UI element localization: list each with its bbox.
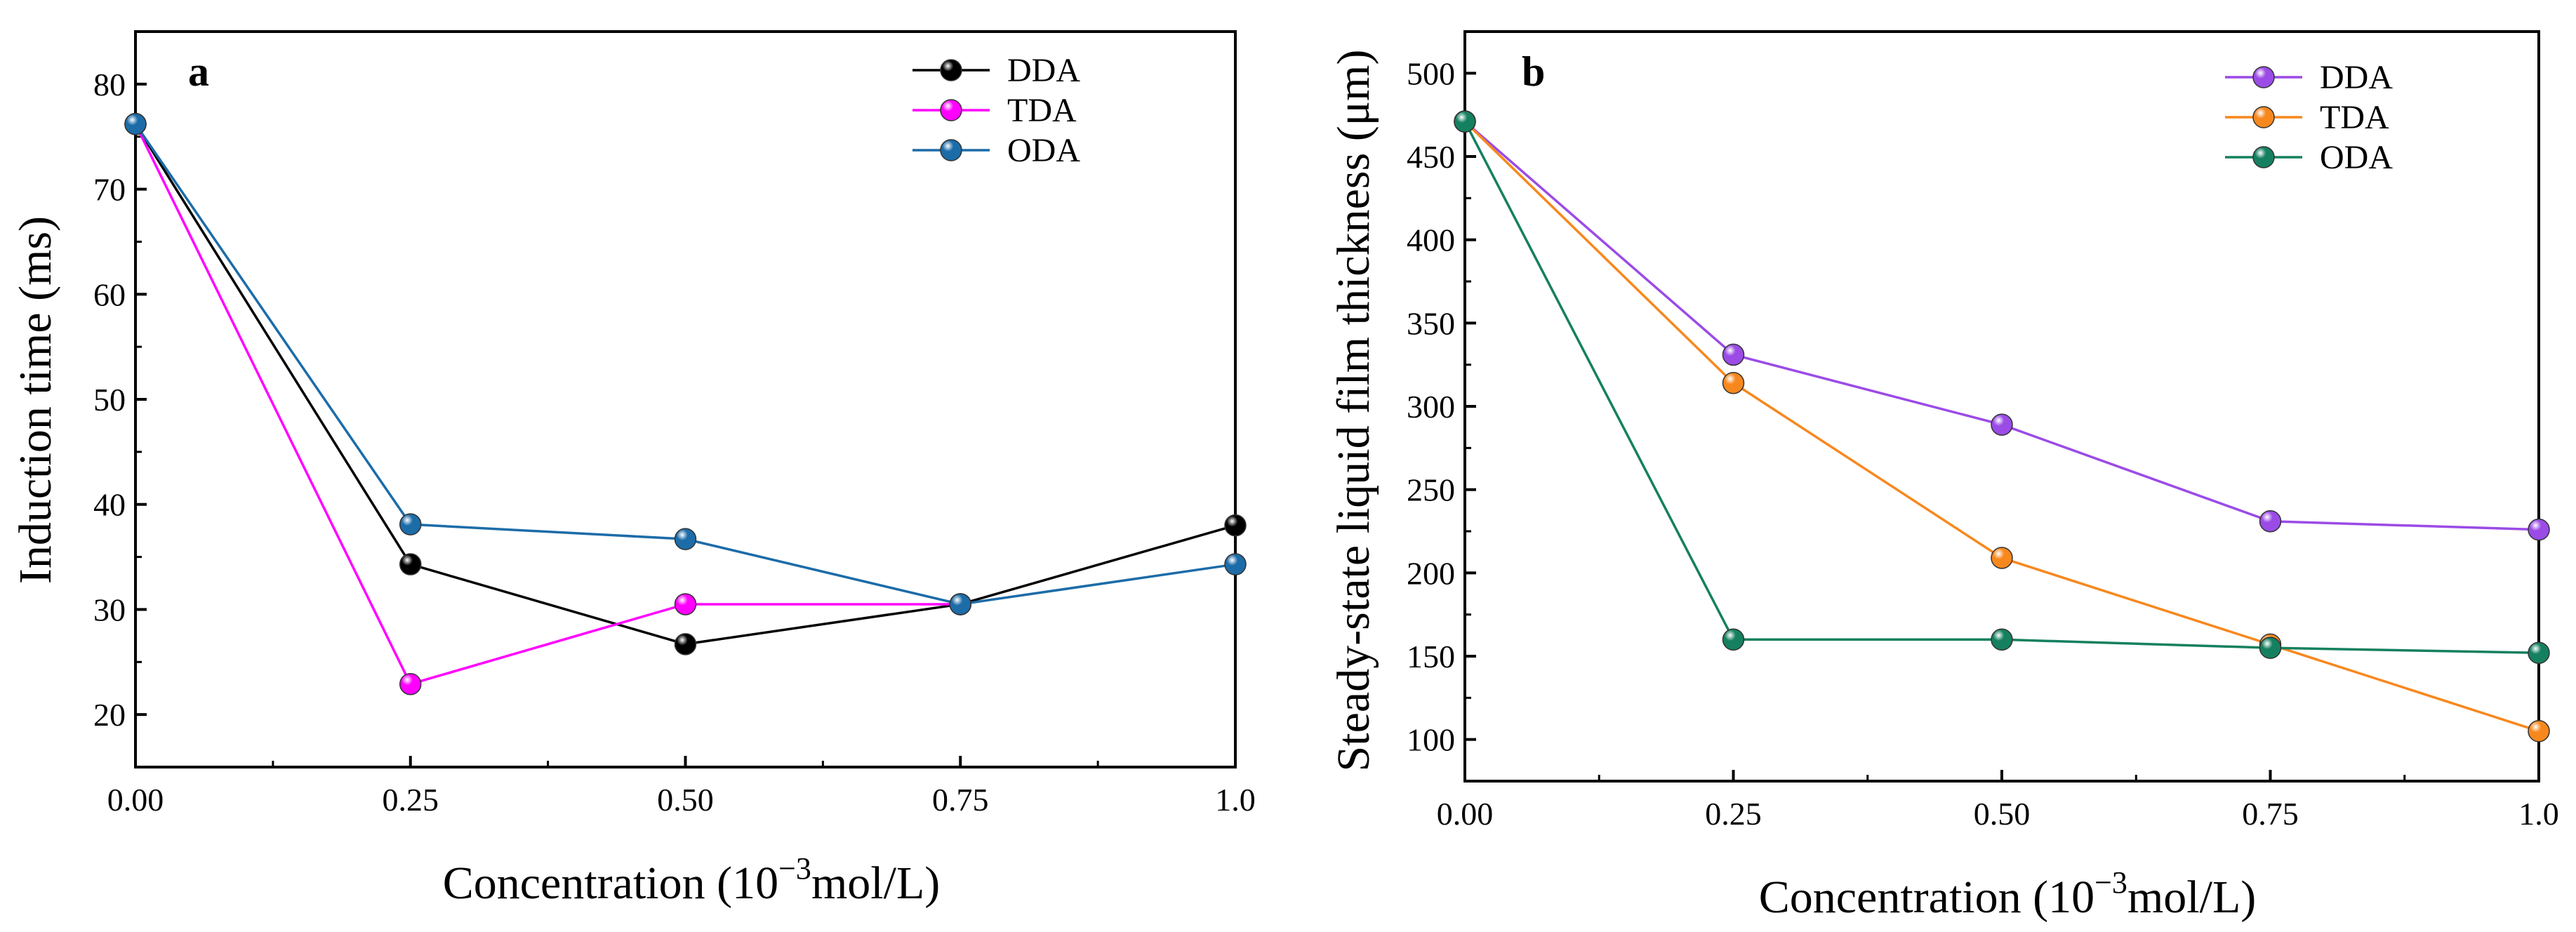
data-point-oda <box>399 513 422 535</box>
legend-label-oda: ODA <box>1007 132 1080 169</box>
x-tick-label: 0.75 <box>2242 796 2299 832</box>
legend-marker-tda <box>940 99 962 121</box>
x-tick-label: 0.50 <box>1974 796 2031 832</box>
y-tick-label: 100 <box>1407 722 1455 758</box>
x-tick-label: 0.75 <box>932 782 989 818</box>
data-point-oda <box>1224 553 1247 575</box>
data-point-oda <box>124 112 147 135</box>
y-tick-label: 30 <box>93 592 126 627</box>
legend-label-dda: DDA <box>2320 59 2393 96</box>
series-points <box>124 112 1247 695</box>
tick-labels: 0.00 0.25 0.50 0.75 1.0 100 150 200 250 300 350 400… <box>1407 55 2559 832</box>
legend-label-tda: TDA <box>2320 99 2389 136</box>
data-point-dda <box>1224 514 1247 537</box>
data-point-tda <box>2528 720 2550 743</box>
x-axis-title: Concentration (10−3mol/L) <box>1759 865 2257 923</box>
x-axis-title-unit: mol/L) <box>2127 872 2256 923</box>
data-point-tda <box>674 593 697 615</box>
y-tick-label: 200 <box>1407 555 1455 591</box>
y-tick-label: 50 <box>93 382 126 418</box>
data-point-dda <box>1991 413 2013 436</box>
legend-label-oda: ODA <box>2320 139 2393 176</box>
data-point-dda <box>2259 510 2282 533</box>
data-point-oda <box>1722 628 1745 651</box>
data-point-oda <box>674 528 697 550</box>
series-line-tda <box>134 123 961 686</box>
legend-marker-oda <box>2252 146 2275 168</box>
data-point-oda <box>949 593 971 615</box>
data-point-oda <box>2259 637 2282 659</box>
series-line-dda <box>1463 120 2540 531</box>
x-tick-label: 0.25 <box>1705 796 1762 832</box>
y-tick-label: 450 <box>1407 139 1455 175</box>
x-axis-title-unit: mol/L) <box>811 858 940 909</box>
axis-ticks <box>134 30 1237 768</box>
x-axis-title: Concentration (10−3mol/L) <box>443 851 941 909</box>
panel-a: 0.00 0.25 0.50 0.75 1.0 20 30 40 50 60 70 80 a Indu… <box>10 30 1256 909</box>
tick-labels: 0.00 0.25 0.50 0.75 1.0 20 30 40 50 60 70 80 <box>93 67 1256 818</box>
x-tick-label: 0.00 <box>1437 796 1494 832</box>
data-point-tda <box>1722 372 1745 394</box>
panel-b: 0.00 0.25 0.50 0.75 1.0 100 150 200 250 300 350 400… <box>1328 30 2559 923</box>
panel-letter: b <box>1522 48 1545 95</box>
legend-marker-oda <box>940 139 962 161</box>
y-tick-label: 80 <box>93 67 126 102</box>
data-point-dda <box>2528 518 2550 541</box>
x-tick-label: 0.50 <box>657 782 714 818</box>
legend-marker-dda <box>940 59 962 81</box>
data-point-oda <box>2528 641 2550 665</box>
y-axis-title: Steady-state liquid film thickness (μm) <box>1328 50 1379 772</box>
data-point-tda <box>399 672 422 695</box>
y-tick-label: 60 <box>93 277 126 312</box>
x-axis-title-main: Concentration (10 <box>443 858 778 909</box>
y-tick-label: 400 <box>1407 222 1455 258</box>
axis-ticks <box>1463 30 2540 783</box>
y-tick-label: 20 <box>93 697 126 733</box>
y-tick-label: 40 <box>93 487 126 523</box>
x-tick-label: 0.00 <box>107 782 164 818</box>
data-point-oda <box>1991 628 2013 651</box>
legend-marker-dda <box>2252 66 2275 88</box>
y-tick-label: 150 <box>1407 639 1455 674</box>
data-point-dda <box>399 553 422 575</box>
legend-marker-tda <box>2252 106 2275 128</box>
x-axis-title-exponent: −3 <box>778 851 811 886</box>
series-points <box>1454 110 2550 743</box>
y-tick-label: 70 <box>93 172 126 208</box>
y-tick-label: 500 <box>1407 55 1455 91</box>
y-tick-label: 250 <box>1407 472 1455 508</box>
series-line-dda <box>134 123 1236 646</box>
legend-label-dda: DDA <box>1007 52 1080 89</box>
y-axis-title: Induction time (ms) <box>10 216 61 584</box>
x-axis-title-main: Concentration (10 <box>1759 872 2094 923</box>
x-tick-label: 0.25 <box>383 782 439 818</box>
data-point-oda <box>1454 110 1476 133</box>
series-line-oda <box>1463 121 2540 655</box>
x-axis-title-exponent: −3 <box>2094 865 2127 900</box>
y-tick-label: 350 <box>1407 305 1455 341</box>
data-point-dda <box>674 633 697 655</box>
y-tick-label: 300 <box>1407 389 1455 425</box>
panel-letter: a <box>188 48 209 95</box>
data-point-dda <box>1722 343 1745 366</box>
x-tick-label: 1.0 <box>2518 796 2559 832</box>
legend-label-tda: TDA <box>1007 92 1077 129</box>
x-tick-label: 1.0 <box>1215 782 1256 818</box>
data-point-tda <box>1991 547 2013 569</box>
